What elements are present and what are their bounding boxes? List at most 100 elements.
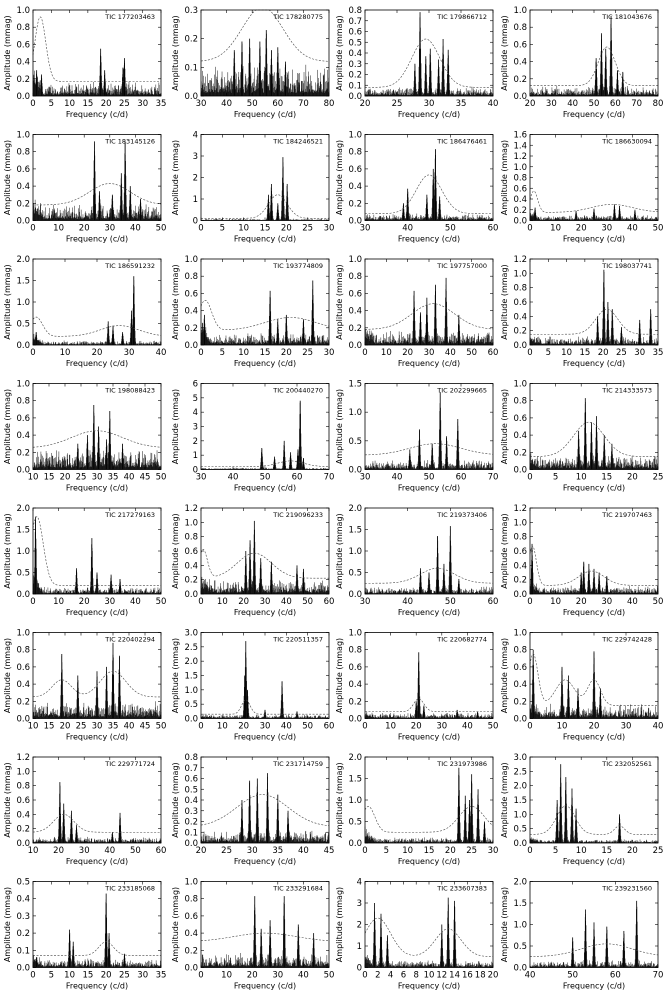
x-tick-label: 10 [424, 971, 435, 981]
y-tick-label: 0.2 [513, 206, 527, 216]
x-tick-label: 50 [302, 722, 313, 732]
y-tick-label: 0.0 [184, 341, 198, 351]
y-tick-label: 0.0 [184, 715, 198, 725]
plot-frame [32, 134, 162, 221]
significance-threshold [365, 174, 493, 214]
x-tick-label: 0 [198, 971, 203, 981]
y-tick-label: 0.2 [184, 818, 198, 828]
y-tick-label: 0.0 [16, 341, 30, 351]
amplitude-spectrum [529, 401, 659, 470]
panel-30: 0 10 20 30 40 50 0.0 0.2 0.4 0.6 0.8 1.0 Frequency (… [171, 878, 334, 991]
y-axis-label: Amplitude (mmag) [335, 264, 344, 339]
x-tick-label: 5 [546, 348, 551, 358]
plot-frame [364, 632, 494, 719]
x-tick-label: 20 [53, 846, 64, 856]
y-tick-label: 3.0 [184, 629, 198, 639]
y-axis-label: Amplitude (mmag) [3, 15, 12, 90]
x-tick-label: 20 [196, 846, 207, 856]
x-tick-label: 60 [610, 99, 621, 109]
y-tick-label: 1.0 [184, 878, 198, 888]
plot-frame [364, 881, 494, 968]
y-tick-label: 0.8 [184, 753, 198, 763]
x-tick-label: 10 [238, 348, 249, 358]
tic-label: TIC 239231560 [601, 885, 652, 893]
significance-threshold [200, 794, 330, 827]
x-tick-label: 35 [108, 473, 119, 483]
y-axis-label: Amplitude (mmag) [500, 140, 509, 215]
y-tick-label: 0.2 [184, 324, 198, 334]
y-tick-label: 0.8 [513, 284, 527, 294]
y-tick-label: 0.8 [513, 174, 527, 184]
y-tick-label: 1.0 [348, 547, 362, 557]
y-tick-label: 0.2 [348, 324, 362, 334]
x-tick-label: 35 [156, 99, 167, 109]
panel-16: 0 5 10 15 20 25 0.0 0.2 0.4 0.6 0.8 1.0 Frequency (c… [500, 380, 663, 493]
amplitude-spectrum [364, 284, 494, 345]
y-tick-label: 0 [193, 217, 198, 227]
y-tick-label: 0.2 [184, 576, 198, 586]
panel-2: 30 40 50 60 70 80 0.0 0.1 0.2 0.3 Frequency (c/d) A… [171, 6, 334, 119]
x-tick-label: 10 [28, 473, 39, 483]
y-tick-label: 1.2 [513, 152, 527, 162]
y-tick-label: 0.3 [184, 6, 198, 16]
amplitude-spectrum [200, 402, 330, 470]
tic-label: TIC 181043676 [601, 13, 652, 21]
y-tick-label: 0.0 [348, 341, 362, 351]
plot-frame [200, 258, 330, 346]
x-tick-label: 60 [488, 597, 499, 607]
y-tick-label: 0.0 [348, 217, 362, 227]
x-tick-label: 12 [436, 971, 447, 981]
x-tick-label: 0 [198, 597, 203, 607]
y-tick-label: 0.4 [513, 195, 527, 205]
x-tick-label: 20 [525, 99, 536, 109]
significance-threshold [201, 194, 329, 219]
x-tick-label: 30 [137, 99, 148, 109]
x-tick-label: 30 [324, 348, 335, 358]
x-tick-label: 20 [488, 971, 499, 981]
x-tick-label: 30 [621, 722, 632, 732]
x-tick-label: 0 [30, 971, 35, 981]
x-tick-label: 20 [627, 473, 638, 483]
y-tick-label: 0.4 [513, 431, 527, 441]
y-tick-label: 0.1 [16, 946, 30, 956]
panel-32: 40 50 60 70 0.0 0.5 1.0 1.5 2.0 Frequency (c/d) Am… [500, 878, 663, 991]
y-tick-label: 0.6 [184, 547, 198, 557]
y-axis-label: Amplitude (mmag) [500, 513, 509, 588]
x-tick-label: 35 [272, 846, 283, 856]
plot-frame [32, 9, 162, 97]
y-tick-label: 0.2 [16, 199, 30, 209]
x-tick-label: 0 [30, 597, 35, 607]
x-tick-label: 5 [220, 348, 225, 358]
x-axis-label: Frequency (c/d) [563, 733, 625, 742]
y-tick-label: 0.2 [16, 75, 30, 85]
tic-label: TIC 229742428 [601, 636, 652, 644]
y-tick-label: 0.2 [513, 75, 527, 85]
y-tick-label: 2 [193, 174, 198, 184]
tic-label: TIC 229771724 [104, 760, 155, 768]
x-tick-label: 40 [124, 722, 135, 732]
y-tick-label: 0 [357, 964, 362, 974]
x-axis-label: Frequency (c/d) [563, 359, 625, 368]
x-tick-label: 25 [392, 99, 403, 109]
x-tick-label: 20 [79, 597, 90, 607]
x-tick-label: 0 [527, 597, 532, 607]
x-axis-label: Frequency (c/d) [66, 359, 128, 368]
y-tick-label: 0.2 [184, 35, 198, 45]
significance-threshold [33, 183, 162, 206]
x-axis-label: Frequency (c/d) [563, 857, 625, 866]
tic-label: TIC 193774809 [272, 262, 323, 270]
x-tick-label: 0 [362, 722, 367, 732]
tic-label: TIC 198037741 [601, 262, 652, 270]
significance-threshold [529, 805, 658, 835]
x-tick-label: 20 [281, 224, 292, 234]
y-tick-label: 1.5 [513, 796, 527, 806]
y-axis-label: Amplitude (mmag) [335, 140, 344, 215]
x-tick-label: 15 [579, 348, 590, 358]
x-tick-label: 15 [82, 99, 93, 109]
panel-3: 20 25 30 35 40 0.00.10.20.30.40.50.60.70.8 Fre… [335, 6, 498, 119]
y-tick-label: 0.8 [16, 782, 30, 792]
x-axis-label: Frequency (c/d) [234, 110, 296, 119]
y-tick-label: 1.0 [184, 518, 198, 528]
y-tick-label: 0.5 [16, 878, 30, 888]
plot-frame [200, 881, 330, 968]
